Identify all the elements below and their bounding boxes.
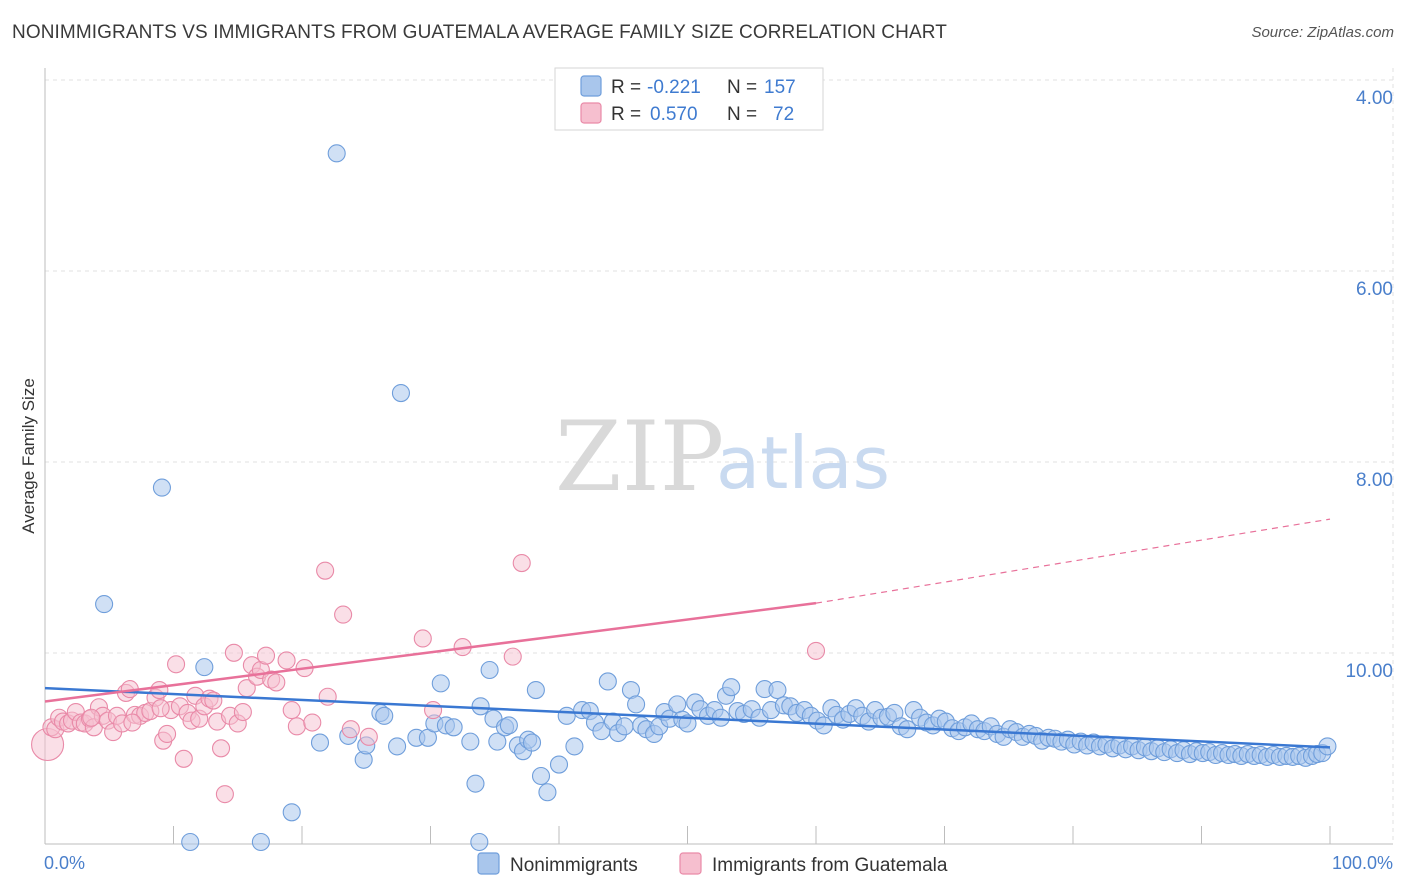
point-nonimmigrants-1: [152, 478, 171, 497]
point-nonimmigrants-34: [531, 766, 551, 786]
bottom-legend-label-immigrants: Immigrants from Guatemala: [712, 855, 948, 876]
trend-immigrants-dashed: [815, 518, 1331, 604]
point-immigrants-41: [215, 785, 234, 804]
point-immigrants-43: [224, 643, 243, 662]
point-immigrants-70: [151, 699, 170, 718]
bottom-legend-swatch-immigrants: [679, 852, 702, 875]
point-nonimmigrants-0: [95, 595, 114, 614]
point-nonimmigrants-43: [598, 672, 617, 691]
point-immigrants-58: [316, 561, 335, 580]
point-nonimmigrants-57: [678, 714, 697, 733]
legend-swatch-nonimmigrants: [580, 75, 602, 97]
point-nonimmigrants-35: [538, 783, 557, 802]
y-axis-label: Average Family Size: [19, 378, 38, 534]
x-tick-label-0: 0.0%: [44, 853, 85, 873]
point-nonimmigrants-64: [722, 678, 741, 697]
point-immigrants-29: [167, 655, 186, 674]
point-immigrants-63: [424, 701, 443, 720]
point-nonimmigrants-2: [195, 658, 214, 677]
legend-n-value-1: 157: [764, 77, 796, 98]
point-immigrants-45: [233, 702, 252, 722]
point-nonimmigrants-7: [282, 803, 301, 822]
point-nonimmigrants-4: [391, 383, 410, 403]
tick-labels: 4.00 6.00 8.00 10.00 0.0% 100.0%: [44, 88, 1393, 873]
series-legend: Nonimmigrants Immigrants from Guatemala: [477, 852, 948, 876]
point-nonimmigrants-32: [522, 733, 542, 752]
bottom-legend-swatch-nonimmigrants: [477, 852, 500, 875]
y-tick-label-1: 6.00: [1356, 279, 1393, 300]
point-immigrants-67: [806, 641, 826, 660]
legend-r-value-2: 0.570: [650, 104, 698, 125]
point-immigrants-66: [512, 553, 531, 573]
chart-title: NONIMMIGRANTS VS IMMIGRANTS FROM GUATEMA…: [12, 22, 947, 43]
trend-immigrants-solid: [44, 601, 817, 703]
point-immigrants-52: [267, 673, 286, 692]
point-immigrants-25: [150, 681, 169, 700]
series-immigrants-guatemala: [31, 553, 826, 804]
legend-r-label-2: R =: [611, 104, 641, 125]
point-immigrants-57: [303, 713, 322, 732]
point-nonimmigrants-37: [557, 706, 576, 725]
watermark-zip: ZIP: [555, 401, 724, 513]
point-immigrants-55: [287, 717, 306, 736]
y-tick-label-3: 10.00: [1345, 661, 1393, 682]
point-nonimmigrants-48: [627, 695, 646, 714]
legend-r-value-1: -0.221: [647, 77, 701, 98]
legend-n-label-1: N =: [727, 77, 757, 98]
point-immigrants-40: [211, 739, 231, 758]
point-nonimmigrants-26: [488, 732, 507, 751]
point-nonimmigrants-33: [526, 681, 545, 700]
point-nonimmigrants-18: [431, 674, 450, 693]
point-nonimmigrants-28: [499, 716, 518, 735]
point-nonimmigrants-21: [461, 732, 480, 751]
point-nonimmigrants-3: [327, 144, 346, 163]
x-tick-label-1: 100.0%: [1332, 853, 1393, 873]
point-nonimmigrants-71: [768, 681, 787, 700]
point-immigrants-31: [174, 749, 193, 768]
point-immigrants-60: [341, 720, 360, 739]
bottom-legend-label-nonimmigrants: Nonimmigrants: [510, 855, 638, 876]
trend-lines: [44, 518, 1331, 749]
point-nonimmigrants-55: [668, 695, 687, 714]
y-tick-label-0: 4.00: [1356, 88, 1393, 109]
point-immigrants-62: [413, 629, 432, 648]
point-nonimmigrants-24: [480, 660, 499, 680]
point-immigrants-54: [282, 701, 301, 720]
point-immigrants-68: [82, 708, 101, 727]
point-nonimmigrants-5: [181, 832, 200, 852]
source-label: Source: ZipAtlas.com: [1251, 24, 1394, 41]
point-nonimmigrants-38: [565, 737, 584, 756]
point-nonimmigrants-36: [549, 755, 569, 774]
watermark-atlas: atlas: [716, 421, 890, 505]
point-nonimmigrants-6: [251, 832, 270, 852]
legend-n-value-2: 72: [773, 104, 794, 125]
point-immigrants-53: [277, 651, 296, 670]
legend-swatch-immigrants: [580, 102, 602, 124]
point-nonimmigrants-8: [310, 733, 330, 752]
point-immigrants-50: [256, 646, 276, 665]
point-nonimmigrants-22: [466, 774, 485, 793]
legend-r-label-1: R =: [611, 77, 641, 98]
legend-n-label-2: N =: [727, 104, 757, 125]
point-nonimmigrants-46: [615, 717, 634, 736]
point-nonimmigrants-20: [444, 718, 463, 737]
point-immigrants-65: [503, 647, 522, 666]
point-immigrants-69: [123, 713, 142, 732]
point-nonimmigrants-14: [388, 737, 407, 756]
point-nonimmigrants-158: [470, 832, 489, 852]
watermark: ZIP atlas: [555, 401, 890, 513]
trend-nonimmigrants: [44, 686, 1331, 749]
point-nonimmigrants-62: [711, 708, 730, 727]
y-tick-label-2: 8.00: [1356, 470, 1393, 491]
point-immigrants-59: [334, 605, 353, 624]
point-nonimmigrants-13: [375, 706, 394, 725]
point-nonimmigrants-23: [471, 697, 490, 716]
correlation-legend: R = -0.221 N = 157 R = 0.570 N = 72: [554, 67, 824, 131]
point-immigrants-61: [359, 727, 378, 746]
point-immigrants-27: [158, 724, 177, 744]
